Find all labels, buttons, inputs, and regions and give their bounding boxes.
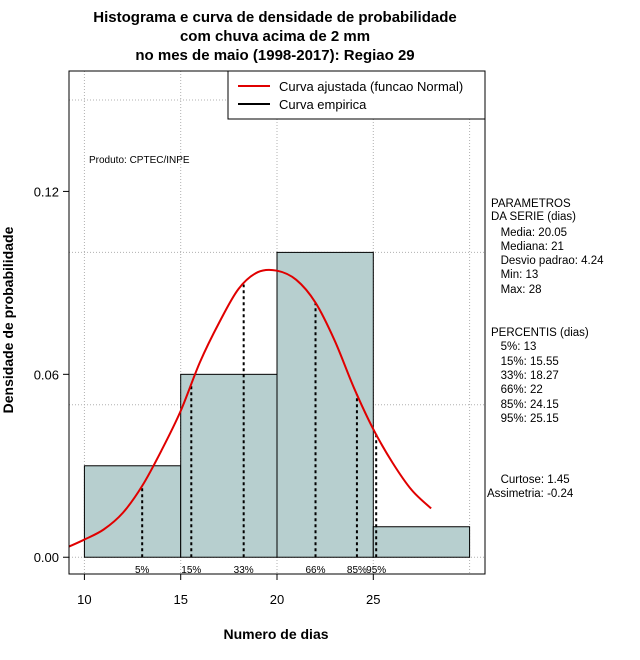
y-tick-label: 0.06 xyxy=(34,367,59,382)
percentile-label: 5% xyxy=(135,565,150,576)
percentis-panel: PERCENTIS (dias) 5%: 13 15%: 15.55 33%: … xyxy=(491,327,589,425)
percentile-label: 33% xyxy=(234,565,254,576)
shape-stats-panel: Curtose: 1.45 Assimetria: -0.24 xyxy=(487,474,574,500)
percentis-line: 33%: 18.27 xyxy=(491,370,559,382)
x-tick-label: 25 xyxy=(366,592,380,607)
params-line: Media: 20.05 xyxy=(491,227,567,239)
x-tick-label: 20 xyxy=(270,592,284,607)
y-axis-label: Densidade de probabilidade xyxy=(0,226,16,413)
legend-empirical-label: Curva empirica xyxy=(279,97,367,112)
percentis-line: 66%: 22 xyxy=(491,384,543,396)
percentile-label: 15% xyxy=(181,565,201,576)
params-line: Min: 13 xyxy=(491,269,538,281)
percentile-label: 95% xyxy=(366,565,386,576)
percentile-label: 66% xyxy=(306,565,326,576)
y-tick-label: 0.12 xyxy=(34,184,59,199)
chart-title-line-3: no mes de maio (1998-2017): Regiao 29 xyxy=(135,47,414,64)
chart-title-line-1: Histograma e curva de densidade de proba… xyxy=(93,9,456,26)
stats-line: Assimetria: -0.24 xyxy=(487,488,574,500)
axes: 0.00 0.06 0.12 10 15 20 25 xyxy=(34,184,381,607)
percentis-line: 85%: 24.15 xyxy=(491,399,559,411)
params-line: DA SERIE (dias) xyxy=(491,211,576,223)
normal-curve-layer xyxy=(68,268,432,548)
percentis-line: 15%: 15.55 xyxy=(491,356,559,368)
x-axis-label: Numero de dias xyxy=(223,626,328,642)
params-panel: PARAMETROS DA SERIE (dias) Media: 20.05 … xyxy=(491,198,604,296)
params-line: PARAMETROS xyxy=(491,198,571,210)
y-tick-label: 0.00 xyxy=(34,550,59,565)
histogram-bar xyxy=(276,251,374,558)
credit-label: Produto: CPTEC/INPE xyxy=(89,155,190,166)
legend: Curva ajustada (funcao Normal) Curva emp… xyxy=(227,70,486,120)
percentis-line: 5%: 13 xyxy=(491,341,536,353)
chart-title-line-2: com chuva acima de 2 mm xyxy=(180,28,370,45)
percentis-line: 95%: 25.15 xyxy=(491,413,559,425)
histogram-bar xyxy=(180,373,278,558)
histogram-bar xyxy=(372,526,471,558)
percentile-label: 85% xyxy=(347,565,367,576)
legend-box xyxy=(227,70,486,120)
params-line: Desvio padrao: 4.24 xyxy=(491,255,604,267)
histogram-bar xyxy=(83,465,182,558)
params-line: Max: 28 xyxy=(491,284,542,296)
percentile-lines: 5% 15% 33% 66% 85% 95% xyxy=(135,284,386,576)
params-line: Mediana: 21 xyxy=(491,241,564,253)
stats-line: Curtose: 1.45 xyxy=(491,474,570,486)
normal-curve xyxy=(68,268,432,548)
legend-normal-label: Curva ajustada (funcao Normal) xyxy=(279,79,463,94)
percentis-line: PERCENTIS (dias) xyxy=(491,327,589,339)
x-tick-label: 15 xyxy=(173,592,187,607)
x-tick-label: 10 xyxy=(77,592,91,607)
